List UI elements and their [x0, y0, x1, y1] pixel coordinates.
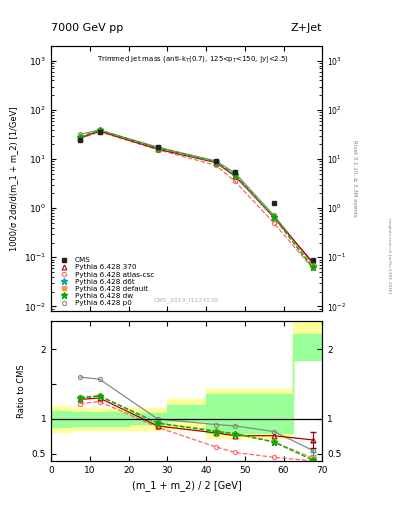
Pythia 6.428 p0 [213, 158, 218, 164]
Pythia 6.428 dw [97, 127, 102, 134]
Y-axis label: Ratio to CMS: Ratio to CMS [17, 364, 26, 418]
Pythia 6.428 atlas-csc [233, 178, 237, 184]
Pythia 6.428 d6t [78, 134, 83, 140]
Y-axis label: 1000/σ 2dσ/d(m_1 + m_2) [1/GeV]: 1000/σ 2dσ/d(m_1 + m_2) [1/GeV] [9, 106, 18, 251]
Text: Trimmed jet mass (anti-k$_T$(0.7), 125<p$_T$<150, |y|<2.5): Trimmed jet mass (anti-k$_T$(0.7), 125<p… [97, 54, 289, 65]
Pythia 6.428 d6t [97, 127, 102, 134]
Pythia 6.428 d6t [272, 215, 276, 221]
Legend: CMS, Pythia 6.428 370, Pythia 6.428 atlas-csc, Pythia 6.428 d6t, Pythia 6.428 de: CMS, Pythia 6.428 370, Pythia 6.428 atla… [55, 256, 156, 308]
CMS [310, 257, 315, 263]
Pythia 6.428 atlas-csc [310, 265, 315, 271]
Line: Pythia 6.428 370: Pythia 6.428 370 [78, 129, 315, 265]
Pythia 6.428 atlas-csc [97, 129, 102, 135]
Pythia 6.428 370 [310, 259, 315, 265]
Line: Pythia 6.428 default: Pythia 6.428 default [78, 128, 315, 268]
Y-axis label: Rivet 3.1.10, ≥ 3.3M events: Rivet 3.1.10, ≥ 3.3M events [353, 140, 357, 217]
Line: Pythia 6.428 p0: Pythia 6.428 p0 [78, 128, 315, 266]
Pythia 6.428 dw [155, 145, 160, 151]
Pythia 6.428 dw [310, 264, 315, 270]
Pythia 6.428 default [78, 134, 83, 140]
Pythia 6.428 d6t [213, 159, 218, 165]
Pythia 6.428 p0 [310, 261, 315, 267]
Pythia 6.428 default [97, 127, 102, 134]
Pythia 6.428 default [272, 215, 276, 221]
Line: Pythia 6.428 atlas-csc: Pythia 6.428 atlas-csc [78, 130, 315, 270]
Pythia 6.428 dw [213, 159, 218, 165]
Pythia 6.428 dw [78, 134, 83, 140]
Pythia 6.428 p0 [233, 170, 237, 176]
Pythia 6.428 370 [155, 146, 160, 152]
CMS [155, 143, 160, 150]
Pythia 6.428 atlas-csc [155, 146, 160, 153]
Pythia 6.428 default [213, 159, 218, 165]
Pythia 6.428 370 [213, 159, 218, 165]
Pythia 6.428 dw [233, 172, 237, 178]
Pythia 6.428 atlas-csc [78, 136, 83, 142]
Pythia 6.428 default [310, 263, 315, 269]
Line: CMS: CMS [78, 130, 315, 262]
Line: Pythia 6.428 dw: Pythia 6.428 dw [77, 127, 316, 271]
Text: Z+Jet: Z+Jet [291, 23, 322, 33]
CMS [97, 130, 102, 136]
Pythia 6.428 p0 [78, 131, 83, 137]
Pythia 6.428 p0 [272, 212, 276, 218]
X-axis label: (m_1 + m_2) / 2 [GeV]: (m_1 + m_2) / 2 [GeV] [132, 480, 242, 491]
Pythia 6.428 atlas-csc [272, 220, 276, 226]
Pythia 6.428 370 [233, 173, 237, 179]
Pythia 6.428 dw [272, 215, 276, 221]
Pythia 6.428 370 [272, 215, 276, 221]
Pythia 6.428 d6t [155, 145, 160, 151]
Line: Pythia 6.428 d6t: Pythia 6.428 d6t [77, 127, 316, 269]
Text: mcplots.cern.ch [arXiv:1306.3436]: mcplots.cern.ch [arXiv:1306.3436] [387, 219, 391, 293]
Text: 7000 GeV pp: 7000 GeV pp [51, 23, 123, 33]
Pythia 6.428 default [155, 145, 160, 151]
Pythia 6.428 370 [78, 135, 83, 141]
Pythia 6.428 atlas-csc [213, 162, 218, 168]
Pythia 6.428 370 [97, 128, 102, 134]
Pythia 6.428 d6t [233, 172, 237, 178]
CMS [78, 137, 83, 143]
Pythia 6.428 default [233, 172, 237, 178]
Pythia 6.428 d6t [310, 263, 315, 269]
Text: CMS_2013_I1224539: CMS_2013_I1224539 [154, 297, 219, 303]
CMS [233, 169, 237, 175]
CMS [213, 158, 218, 164]
CMS [272, 200, 276, 206]
Pythia 6.428 p0 [97, 127, 102, 133]
Pythia 6.428 p0 [155, 144, 160, 150]
